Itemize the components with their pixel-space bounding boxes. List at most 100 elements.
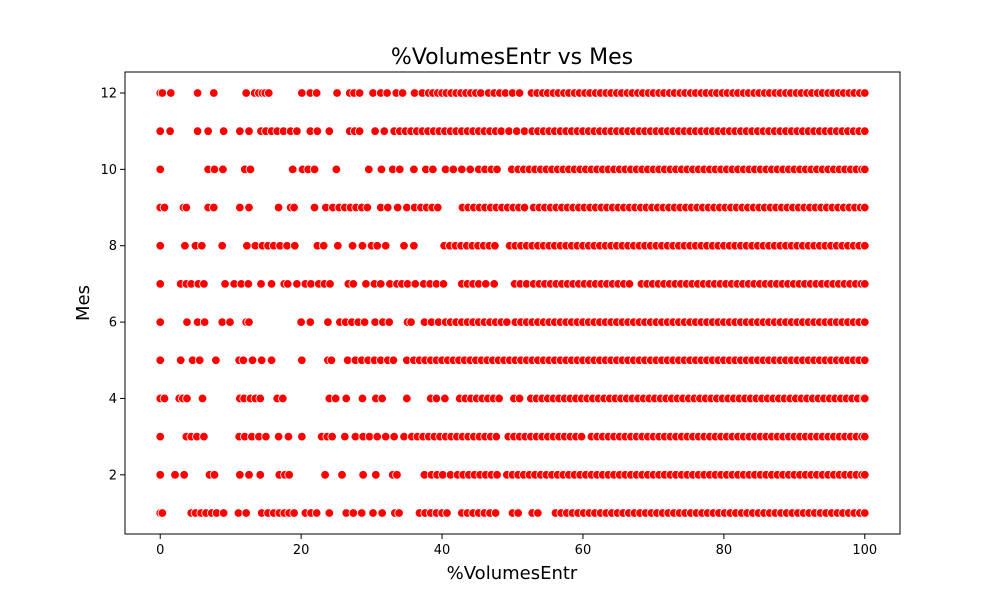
data-point: [399, 431, 409, 442]
data-point: [442, 508, 452, 518]
data-point: [368, 88, 378, 98]
data-point: [309, 202, 320, 213]
data-point: [489, 279, 499, 289]
data-point: [383, 202, 393, 213]
data-point: [364, 164, 374, 175]
data-point: [402, 202, 412, 213]
data-point: [256, 279, 266, 289]
data-point: [218, 508, 229, 518]
data-point: [376, 164, 387, 175]
data-point: [372, 241, 382, 251]
data-point: [340, 431, 350, 442]
data-point: [388, 355, 399, 365]
data-point: [519, 202, 530, 213]
data-point: [492, 164, 502, 175]
data-point: [218, 164, 228, 175]
data-point: [440, 393, 450, 404]
data-point: [255, 470, 265, 480]
y-tick-label: 2: [109, 468, 117, 483]
data-point: [244, 470, 254, 480]
data-point: [324, 508, 335, 518]
data-point: [155, 164, 165, 175]
data-point: [155, 126, 165, 136]
data-point: [242, 241, 252, 251]
data-point: [220, 279, 230, 289]
data-point: [297, 431, 307, 442]
data-point: [194, 355, 205, 365]
x-tick-label: 60: [575, 543, 592, 558]
data-point: [243, 279, 254, 289]
data-point: [247, 355, 258, 365]
data-point: [377, 393, 387, 404]
data-point: [481, 279, 491, 289]
data-point: [860, 470, 870, 480]
data-point: [361, 279, 371, 289]
data-point: [211, 355, 221, 365]
data-point: [235, 126, 245, 136]
data-point: [377, 508, 387, 518]
data-point: [504, 126, 514, 136]
data-point: [309, 164, 320, 175]
data-point: [337, 470, 347, 480]
x-ticks: 0 20 40 60 80 100: [156, 534, 877, 558]
y-tick-label: 8: [109, 239, 117, 254]
data-point: [155, 241, 165, 251]
x-tick-label: 20: [293, 543, 310, 558]
data-point: [318, 241, 329, 251]
data-point: [157, 508, 168, 518]
data-point: [380, 241, 391, 251]
data-point: [492, 470, 502, 480]
data-point: [305, 317, 316, 327]
data-point: [860, 393, 870, 404]
x-tick-label: 40: [434, 543, 451, 558]
data-point: [476, 88, 486, 98]
data-point: [182, 317, 192, 327]
data-point: [297, 355, 307, 365]
data-point: [397, 88, 408, 98]
data-point: [368, 508, 378, 518]
y-tick-label: 12: [100, 87, 117, 102]
data-point: [533, 508, 543, 518]
data-point: [514, 393, 525, 404]
data-point: [860, 126, 870, 136]
data-point: [448, 164, 459, 175]
data-point: [491, 431, 502, 442]
data-point: [245, 164, 256, 175]
data-point: [354, 126, 365, 136]
data-point: [233, 508, 244, 518]
data-point: [159, 393, 170, 404]
data-point: [519, 126, 530, 136]
data-point: [330, 393, 341, 404]
data-point: [306, 279, 316, 289]
data-point: [209, 88, 219, 98]
data-point: [392, 470, 402, 480]
data-point: [341, 393, 351, 404]
data-point: [235, 202, 245, 213]
data-point: [197, 393, 208, 404]
data-point: [406, 317, 416, 327]
data-point: [357, 508, 367, 518]
data-point: [860, 508, 870, 518]
data-point: [428, 164, 438, 175]
data-point: [465, 164, 475, 175]
data-point: [358, 470, 368, 480]
chart-title: %VolumesEntr vs Mes: [391, 45, 633, 70]
y-axis-label: Mes: [73, 285, 94, 321]
data-point: [238, 355, 249, 365]
data-point: [282, 241, 292, 251]
data-point: [357, 241, 368, 251]
data-point: [264, 88, 274, 98]
data-point: [244, 202, 254, 213]
data-point: [255, 393, 265, 404]
data-point: [384, 317, 394, 327]
data-point: [320, 470, 330, 480]
data-point: [433, 202, 443, 213]
data-point: [359, 317, 370, 327]
data-point: [312, 126, 323, 136]
data-point: [327, 431, 337, 442]
data-point: [380, 431, 391, 442]
data-point: [376, 279, 386, 289]
data-point: [860, 202, 870, 213]
